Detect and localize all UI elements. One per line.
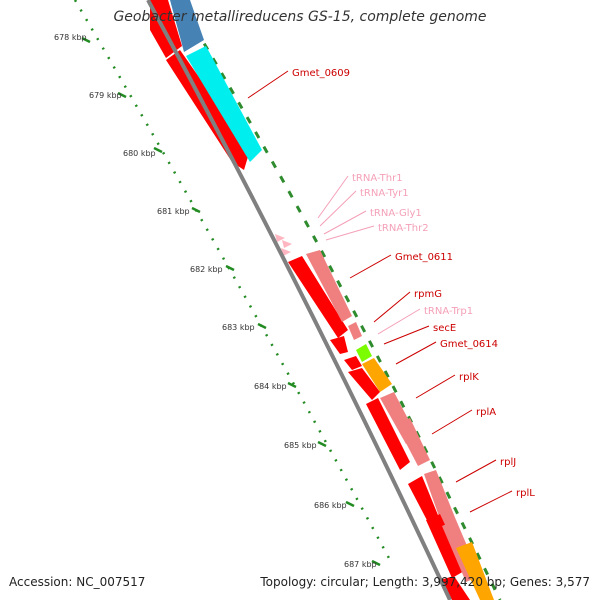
trna-thr1-leader-line xyxy=(317,175,349,219)
genome-title: Geobacter metallireducens GS-15, complet… xyxy=(113,9,487,25)
trna-gly1-leader-line xyxy=(323,210,367,235)
rplk-feature[interactable] xyxy=(348,368,380,400)
kbp-tick-label: 685 kbp xyxy=(284,441,317,450)
kbp-tick-label: 679 kbp xyxy=(89,91,122,100)
feature-labels: Gmet_0609 tRNA-Thr1 tRNA-Tyr1 tRNA-Gly1 tRNA… xyxy=(247,68,535,513)
gmet-0614-leader-line xyxy=(395,341,437,365)
rpmg-label[interactable]: rpmG xyxy=(414,289,442,300)
kbp-tick-mark xyxy=(345,500,355,508)
kbp-tick-mark xyxy=(153,146,163,154)
trna-trp1-leader-line xyxy=(377,308,421,335)
orange-feature-lower[interactable] xyxy=(456,542,494,600)
kbp-tick-mark xyxy=(225,264,235,272)
kbp-tick-label: 683 kbp xyxy=(222,323,255,332)
outer-dashed-track xyxy=(176,0,502,600)
feature-tracks xyxy=(150,0,494,600)
genome-backbone xyxy=(146,0,452,600)
gmet-0611-label[interactable]: Gmet_0611 xyxy=(395,252,453,263)
rpla-feature[interactable] xyxy=(366,398,410,470)
gmet-0611-feature[interactable] xyxy=(288,256,348,338)
rplk-leader-line xyxy=(415,374,456,399)
trna-tyr1-leader-line xyxy=(319,190,357,227)
light-small-feature[interactable] xyxy=(348,322,362,340)
trna-chevron-1[interactable] xyxy=(275,234,285,242)
rpll-feature[interactable] xyxy=(426,514,466,578)
sece-leader-line xyxy=(383,325,430,345)
kbp-tick-mark xyxy=(117,91,127,99)
kbp-tick-label: 678 kbp xyxy=(54,33,87,42)
accession-text: Accession: NC_007517 xyxy=(9,575,146,589)
red-feature-bottom[interactable] xyxy=(440,576,470,600)
gmet-0614-label[interactable]: Gmet_0614 xyxy=(440,339,498,350)
kbp-tick-label: 680 kbp xyxy=(123,149,156,158)
rpll-label[interactable]: rplL xyxy=(516,488,535,499)
cyan-feature[interactable] xyxy=(186,46,262,162)
rpmg-leader-line xyxy=(373,291,411,323)
kbp-tick-label: 682 kbp xyxy=(190,265,223,274)
kbp-tick-mark xyxy=(81,36,91,44)
trna-trp1-label[interactable]: tRNA-Trp1 xyxy=(424,306,473,317)
rplk-label[interactable]: rplK xyxy=(459,372,479,383)
rpla-light-feature[interactable] xyxy=(396,418,430,466)
gmet-0611-leader-line xyxy=(349,254,392,279)
gmet-0611-light-feature[interactable] xyxy=(306,250,352,322)
gmet-0609-leader-line xyxy=(247,70,289,99)
backbone-arc xyxy=(146,0,452,600)
kbp-tick-label: 686 kbp xyxy=(314,501,347,510)
rpmg-feature[interactable] xyxy=(330,336,348,354)
kbp-tick-label: 681 kbp xyxy=(157,207,190,216)
rpla-label[interactable]: rplA xyxy=(476,407,496,418)
sece-label[interactable]: secE xyxy=(433,323,456,334)
trna-thr2-label[interactable]: tRNA-Thr2 xyxy=(378,223,429,234)
trna-thr1-label[interactable]: tRNA-Thr1 xyxy=(352,173,403,184)
trna-tyr1-label[interactable]: tRNA-Tyr1 xyxy=(360,188,409,199)
kbp-tick-label: 687 kbp xyxy=(344,560,377,569)
steel-blue-feature[interactable] xyxy=(170,0,204,52)
rplj-feature[interactable] xyxy=(408,476,440,526)
rpla-leader-line xyxy=(431,409,473,435)
kbp-tick-mark xyxy=(191,206,201,214)
genome-summary-text: Topology: circular; Length: 3,997,420 bp… xyxy=(260,575,590,589)
seceu-feature[interactable] xyxy=(344,356,362,370)
kbp-tick-mark xyxy=(287,381,297,389)
kbp-tick-mark xyxy=(371,559,381,567)
kbp-scale: 678 kbp 679 kbp 680 kbp 681 kbp 682 kbp 683 k… xyxy=(54,0,392,569)
trna-gly1-label[interactable]: tRNA-Gly1 xyxy=(370,208,422,219)
kbp-dotted-arc xyxy=(73,0,392,561)
trna-chevron-2[interactable] xyxy=(282,240,292,248)
kbp-tick-mark xyxy=(317,440,327,448)
trna-chevron-3[interactable] xyxy=(281,248,291,256)
gmet-0609-label[interactable]: Gmet_0609 xyxy=(292,68,350,79)
tick-dashes xyxy=(176,0,502,600)
rpll-leader-line xyxy=(469,490,513,513)
rplj-label[interactable]: rplJ xyxy=(500,457,516,468)
kbp-tick-mark xyxy=(257,322,267,330)
rplj-leader-line xyxy=(455,459,497,483)
orange-feature-upper[interactable] xyxy=(362,358,392,392)
kbp-tick-label: 684 kbp xyxy=(254,382,287,391)
rplj-light-feature[interactable] xyxy=(424,470,460,536)
gmet-0614-feature[interactable] xyxy=(356,344,372,362)
trna-thr2-leader-line xyxy=(325,225,375,241)
